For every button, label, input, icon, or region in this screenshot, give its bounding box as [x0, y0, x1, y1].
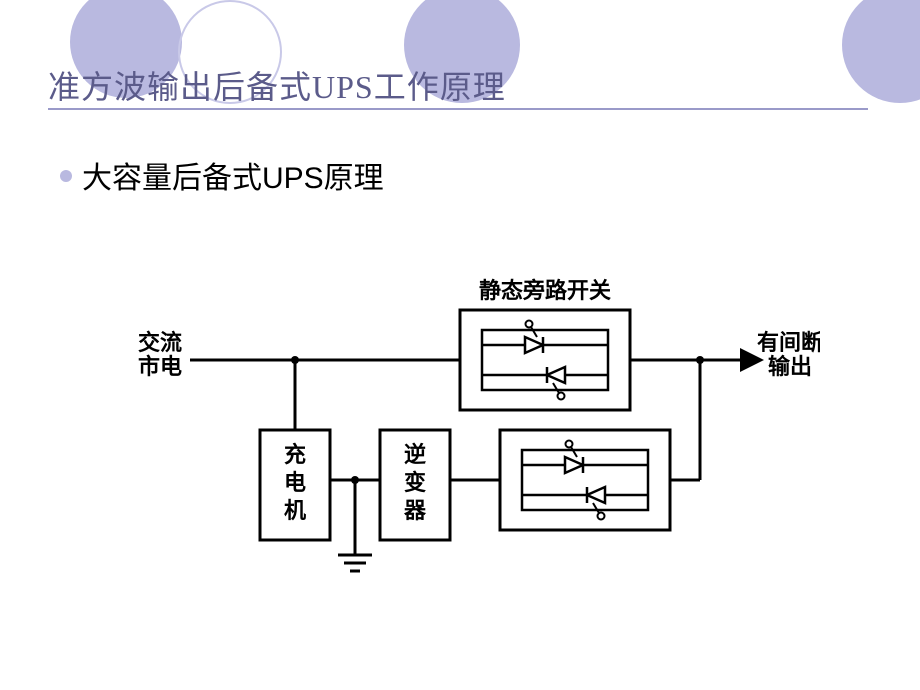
title-underline	[48, 108, 868, 110]
bypass-switch-box	[460, 310, 630, 410]
input-label-l2: 市电	[138, 354, 182, 379]
output-label-l2: 输出	[768, 354, 812, 379]
inverter-l2: 变	[404, 470, 426, 495]
input-label-l1: 交流	[138, 330, 182, 355]
inverter-l1: 逆	[404, 442, 426, 467]
charger-l2: 电	[284, 470, 306, 495]
ups-diagram: 交流 市电 静态旁路开关 有间断 输出 充 电 机	[120, 270, 820, 600]
ground-icon	[338, 555, 372, 571]
thyristor-pair-top	[482, 321, 608, 400]
slide-title: 准方波输出后备式UPS工作原理	[48, 62, 506, 108]
deco-circle-4	[842, 0, 920, 103]
charger-l3: 机	[284, 498, 306, 523]
output-label-l1: 有间断	[757, 330, 820, 355]
charger-l1: 充	[284, 442, 306, 467]
inverter-switch-box	[500, 430, 670, 530]
bullet-icon	[60, 170, 72, 182]
thyristor-pair-bottom	[522, 441, 648, 520]
bullet-text: 大容量后备式UPS原理	[82, 153, 384, 197]
junction-dot-3	[351, 476, 359, 484]
bypass-label: 静态旁路开关	[479, 278, 611, 303]
inverter-l3: 器	[403, 498, 427, 523]
